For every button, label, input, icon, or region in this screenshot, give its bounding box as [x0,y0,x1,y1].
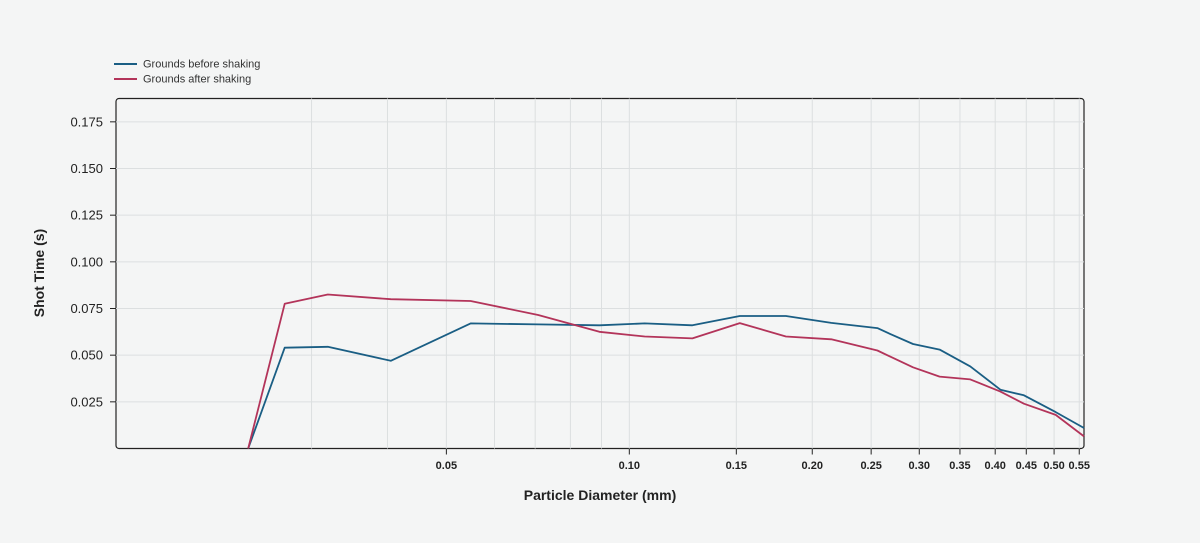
x-tick-label: 0.50 [1043,460,1064,472]
plot-area [115,97,1085,450]
x-tick-label: 0.05 [436,460,457,472]
y-tick-label: 0.075 [70,301,103,316]
x-tick-label: 0.20 [802,460,823,472]
grid [116,98,1084,449]
legend: Grounds before shaking Grounds after shak… [114,59,260,86]
x-tick-label: 0.45 [1016,460,1037,472]
y-tick-label: 0.025 [70,394,103,409]
x-tick-label: 0.30 [909,460,930,472]
y-tick-label: 0.150 [70,161,103,176]
x-tick-label: 0.55 [1069,460,1090,472]
y-tick-label: 0.125 [70,208,103,223]
y-tick-label: 0.100 [70,254,103,269]
y-axis-label: Shot Time (s) [31,229,47,317]
x-axis-label: Particle Diameter (mm) [524,487,677,503]
series-lines [247,293,1085,449]
series-line [247,315,1085,449]
y-tick-label: 0.175 [70,114,103,129]
x-tick-label: 0.15 [726,460,747,472]
legend-label: Grounds before shaking [143,59,260,71]
series-line [247,293,1085,449]
y-axis-ticks: 0.025 0.050 0.075 0.100 0.125 0.150 0.175 [70,114,116,409]
x-tick-label: 0.35 [949,460,970,472]
legend-label: Grounds after shaking [143,74,251,86]
x-tick-label: 0.25 [860,460,881,472]
x-axis-ticks: 0.05 0.10 0.15 0.20 0.25 0.30 0.35 0.40 0.45 0.50… [436,448,1090,472]
x-tick-label: 0.40 [984,460,1005,472]
x-tick-label: 0.10 [619,460,640,472]
y-tick-label: 0.050 [70,348,103,363]
